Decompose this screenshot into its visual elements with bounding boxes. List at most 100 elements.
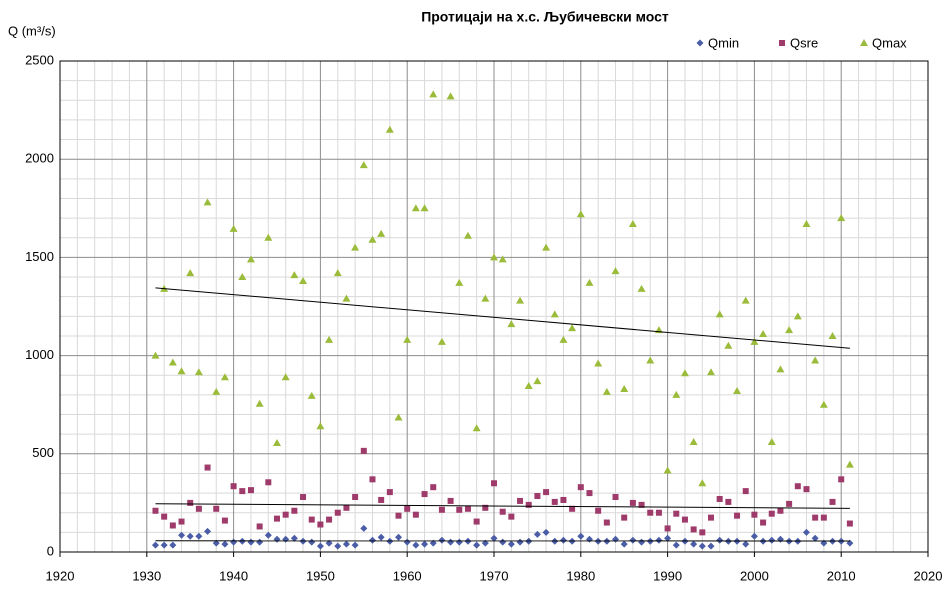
data-point xyxy=(672,390,681,398)
data-point xyxy=(221,517,228,524)
data-point xyxy=(307,391,316,399)
data-point xyxy=(819,400,828,408)
plot-border xyxy=(59,60,929,553)
data-point xyxy=(794,483,801,490)
data-point xyxy=(342,294,351,302)
data-point xyxy=(725,498,732,505)
data-point xyxy=(664,525,671,532)
y-tick-label: 500 xyxy=(32,445,54,460)
x-tick-label: 1920 xyxy=(46,568,75,583)
data-point xyxy=(802,528,810,536)
data-point xyxy=(455,278,464,286)
data-point xyxy=(533,530,541,538)
data-point xyxy=(316,542,324,550)
data-point xyxy=(499,508,506,515)
data-point xyxy=(577,484,584,491)
data-point xyxy=(620,384,629,392)
data-point xyxy=(716,495,723,502)
data-point xyxy=(351,243,360,251)
data-point xyxy=(446,92,455,100)
x-tick-label: 1970 xyxy=(480,568,509,583)
data-point xyxy=(602,387,611,395)
data-point xyxy=(203,198,212,206)
data-point xyxy=(559,536,567,544)
x-tick-label: 2010 xyxy=(827,568,856,583)
y-axis-label: Q (m³/s) xyxy=(8,23,56,38)
data-point xyxy=(811,356,820,364)
data-point xyxy=(611,267,620,275)
data-point xyxy=(187,499,194,506)
data-point xyxy=(169,541,177,549)
data-point xyxy=(221,540,229,548)
data-point xyxy=(420,204,429,212)
data-point xyxy=(152,507,159,514)
data-point xyxy=(837,214,846,222)
data-point xyxy=(716,536,724,544)
data-point xyxy=(168,358,177,366)
data-point xyxy=(447,538,455,546)
data-point xyxy=(447,497,454,504)
data-point xyxy=(838,476,845,483)
data-point xyxy=(516,538,524,546)
data-point xyxy=(690,526,697,533)
data-point xyxy=(204,527,212,535)
legend-label: Qsre xyxy=(790,35,818,50)
data-point xyxy=(255,399,264,407)
data-point xyxy=(212,387,221,395)
data-point xyxy=(742,488,749,495)
x-tick-label: 1930 xyxy=(132,568,161,583)
y-tick-label: 2000 xyxy=(25,151,54,166)
x-tick-label: 1990 xyxy=(653,568,682,583)
data-point xyxy=(186,532,194,540)
data-point xyxy=(386,489,393,496)
data-point xyxy=(767,438,776,446)
data-point xyxy=(629,499,636,506)
data-point xyxy=(760,519,767,526)
y-tick-label: 2500 xyxy=(25,52,54,67)
data-point xyxy=(533,377,542,385)
data-point xyxy=(586,490,593,497)
data-point xyxy=(845,460,854,468)
data-point xyxy=(317,521,324,528)
data-point xyxy=(403,335,412,343)
data-point xyxy=(776,365,785,373)
data-point xyxy=(569,505,576,512)
data-point xyxy=(411,204,420,212)
data-point xyxy=(194,368,203,376)
data-point xyxy=(385,125,394,133)
data-point xyxy=(811,534,819,542)
data-point xyxy=(334,509,341,516)
data-point xyxy=(239,488,246,495)
y-tick-label: 1000 xyxy=(25,347,54,362)
data-point xyxy=(464,505,471,512)
data-point xyxy=(404,505,411,512)
data-point xyxy=(820,514,827,521)
data-point xyxy=(273,535,281,543)
data-point xyxy=(560,496,567,503)
data-point xyxy=(612,494,619,501)
data-point xyxy=(308,538,316,546)
data-point xyxy=(846,520,853,527)
data-point xyxy=(290,271,299,279)
data-point xyxy=(525,501,532,508)
x-tick-label: 1940 xyxy=(219,568,248,583)
data-point xyxy=(473,518,480,525)
data-point xyxy=(647,509,654,516)
data-point xyxy=(378,496,385,503)
data-point xyxy=(507,320,516,328)
data-point xyxy=(395,512,402,519)
data-point xyxy=(768,510,775,517)
data-point xyxy=(481,294,490,302)
data-point xyxy=(742,540,750,548)
data-point xyxy=(246,255,255,263)
data-point xyxy=(359,161,368,169)
data-point xyxy=(368,536,376,544)
data-point xyxy=(768,536,776,544)
data-point xyxy=(177,367,186,375)
data-point xyxy=(403,538,411,546)
data-point xyxy=(498,255,507,263)
data-point xyxy=(655,509,662,516)
data-point xyxy=(230,538,238,546)
trend-line xyxy=(155,503,850,509)
data-point xyxy=(351,541,359,549)
